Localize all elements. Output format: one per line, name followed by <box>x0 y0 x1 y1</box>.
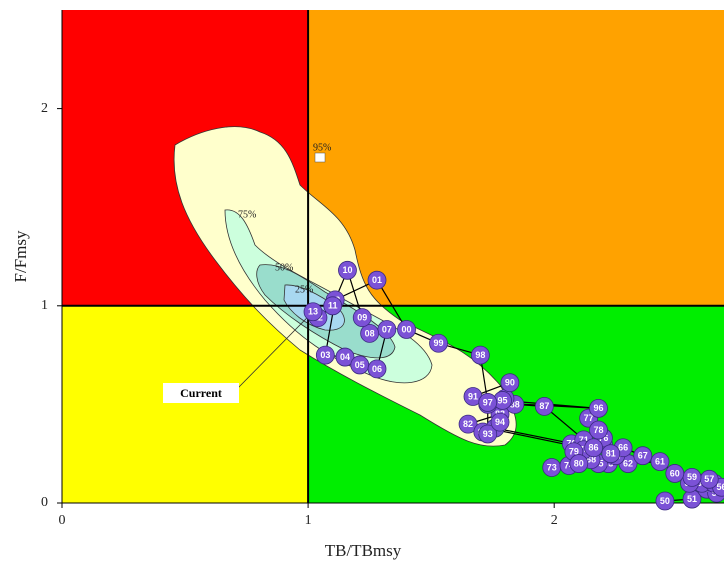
x-tick-label: 0 <box>59 513 66 528</box>
point <box>584 438 603 458</box>
point <box>478 393 498 412</box>
point-label: 05 <box>355 360 365 370</box>
point-label: 66 <box>618 443 628 453</box>
point <box>500 373 520 393</box>
point <box>397 320 416 339</box>
point-label: 86 <box>589 443 599 453</box>
point-label: 60 <box>670 468 680 478</box>
quadrants <box>62 10 724 503</box>
point <box>633 446 653 466</box>
point <box>303 302 323 322</box>
point-label: 07 <box>382 324 392 334</box>
point-label: 74 <box>564 460 574 470</box>
point-label: 88 <box>510 399 520 409</box>
point-label: 03 <box>320 350 330 360</box>
point-label: 71 <box>579 435 589 445</box>
point <box>315 345 335 365</box>
point <box>478 424 498 444</box>
point-label: 06 <box>372 364 382 374</box>
point-label: 00 <box>402 324 412 334</box>
point-label: 95 <box>498 395 508 405</box>
point-label: 13 <box>308 307 318 317</box>
contour-label: 50% <box>275 262 293 273</box>
point-label: 99 <box>434 338 444 348</box>
point <box>323 296 343 316</box>
point <box>338 260 357 280</box>
point <box>534 396 554 416</box>
point-label: 79 <box>569 447 579 457</box>
point <box>352 308 372 328</box>
point <box>569 454 589 473</box>
x-tick-label: 2 <box>551 513 558 528</box>
point-label: 10 <box>342 265 352 275</box>
contour-label: 25% <box>295 284 313 295</box>
point-label: 09 <box>357 313 367 323</box>
y-axis-label: F/Fmsy <box>11 230 30 282</box>
point-label: 75 <box>579 445 589 455</box>
point-label: 90 <box>505 378 515 388</box>
point-label: 62 <box>623 458 633 468</box>
point-label: 59 <box>687 472 697 482</box>
y-tick-label: 1 <box>41 298 48 313</box>
point-label: 04 <box>340 352 350 362</box>
point <box>367 359 387 379</box>
point-label: 78 <box>593 425 603 435</box>
point-label: 80 <box>574 458 584 468</box>
point-label: 73 <box>547 462 557 472</box>
current-leader <box>237 311 314 389</box>
point-label: 87 <box>539 401 549 411</box>
plot-content: 95%75%50%25%0 1 2012TB/TBmsyF/FmsyCurrent5… <box>11 10 724 560</box>
point-label: 94 <box>495 417 505 427</box>
quadrant <box>62 305 309 503</box>
point-label: 11 <box>328 301 338 311</box>
point <box>360 324 380 343</box>
point-label: 96 <box>593 403 603 413</box>
point-label: 67 <box>638 451 648 461</box>
y-tick-label: 0 <box>41 495 48 510</box>
point <box>589 398 608 418</box>
point <box>650 452 670 471</box>
point-label: 61 <box>655 456 665 466</box>
y-tick-label: 2 <box>41 101 48 116</box>
point-label: 50 <box>660 496 670 506</box>
point-label: 51 <box>687 494 697 504</box>
point-label: 77 <box>584 413 594 423</box>
point <box>470 345 490 365</box>
point-label: 91 <box>468 391 478 401</box>
quadrant <box>308 10 724 306</box>
point-label: 01 <box>372 275 382 285</box>
point-label: 82 <box>463 419 473 429</box>
point <box>655 491 675 511</box>
point-label: 63 <box>603 458 613 468</box>
contour-label: 75% <box>238 209 256 220</box>
point <box>665 464 685 483</box>
point <box>367 270 387 290</box>
point <box>589 420 608 440</box>
point-label: 56 <box>717 482 724 492</box>
point-label: 08 <box>365 328 375 338</box>
point-label: 68 <box>586 454 596 464</box>
current-box <box>163 383 239 403</box>
point <box>335 347 355 367</box>
point-label: 81 <box>606 449 616 459</box>
point-label: 93 <box>483 429 493 439</box>
point <box>458 414 478 434</box>
x-tick-label: 1 <box>305 513 312 528</box>
point <box>601 444 621 464</box>
contour-label: 95% <box>313 142 331 153</box>
point-label: 57 <box>704 474 714 484</box>
marker-square <box>314 152 326 163</box>
point <box>490 412 510 432</box>
point <box>429 333 448 353</box>
point-label: 98 <box>475 350 485 360</box>
current-label: Current <box>180 386 222 400</box>
x-axis-label: TB/TBmsy <box>325 541 402 560</box>
trajectory-line <box>312 268 722 502</box>
point-label: 97 <box>483 397 493 407</box>
